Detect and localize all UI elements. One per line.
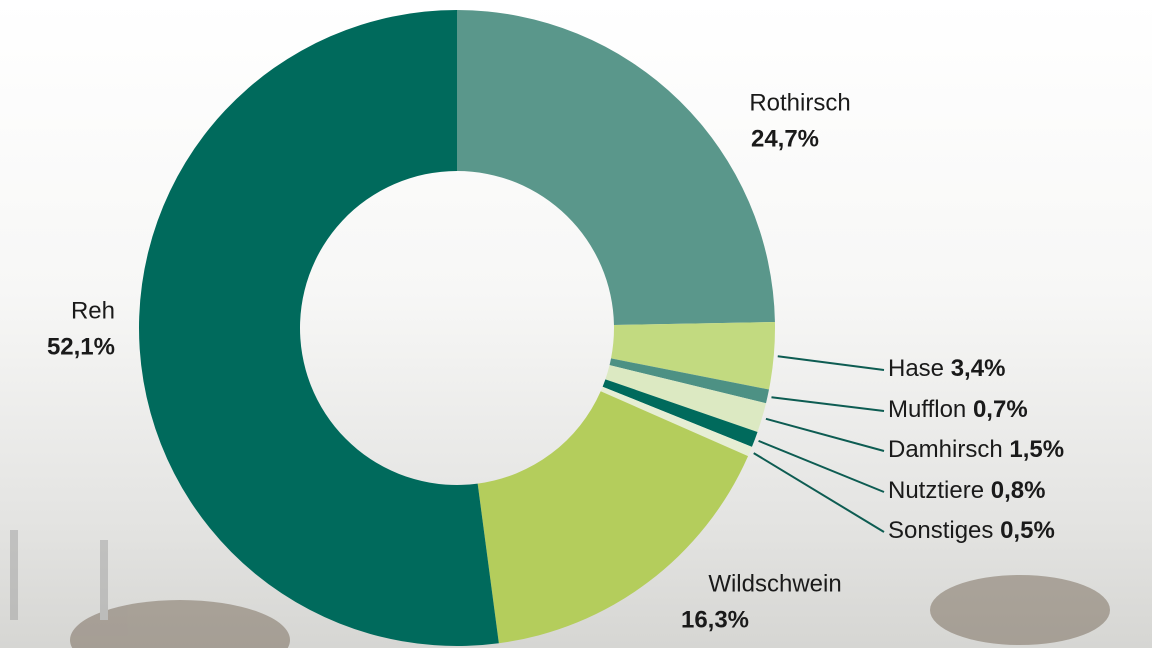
value-label: 1,5% (1009, 436, 1064, 463)
leader-line (766, 419, 884, 451)
category-name: Hase (888, 355, 944, 382)
donut-slice (457, 10, 775, 325)
donut-slice (139, 10, 499, 646)
category-name: Wildschwein (708, 570, 841, 597)
category-name: Nutztiere (888, 477, 984, 504)
category-name: Reh (71, 297, 115, 324)
value-label: 0,7% (973, 396, 1028, 423)
value-label: 16,3% (681, 606, 749, 633)
slice-label: Sonstiges 0,5% (888, 517, 1055, 544)
leader-line (778, 356, 884, 370)
value-label: 24,7% (751, 125, 819, 152)
value-label: 52,1% (47, 333, 115, 360)
slice-label: Nutztiere 0,8% (888, 477, 1045, 504)
chart: Rothirsch 24,7% Hase 3,4% Mufflon 0,7% Damhi… (0, 0, 1152, 648)
category-name: Sonstiges (888, 517, 993, 544)
value-label: 0,5% (1000, 517, 1055, 544)
value-label: 0,8% (991, 477, 1046, 504)
slice-label: Mufflon 0,7% (888, 396, 1028, 423)
leader-line (771, 397, 884, 411)
category-name: Damhirsch (888, 436, 1003, 463)
category-name: Rothirsch (749, 89, 850, 116)
slice-label: Hase 3,4% (888, 355, 1005, 382)
category-name: Mufflon (888, 396, 966, 423)
slice-label: Damhirsch 1,5% (888, 436, 1064, 463)
value-label: 3,4% (951, 355, 1006, 382)
